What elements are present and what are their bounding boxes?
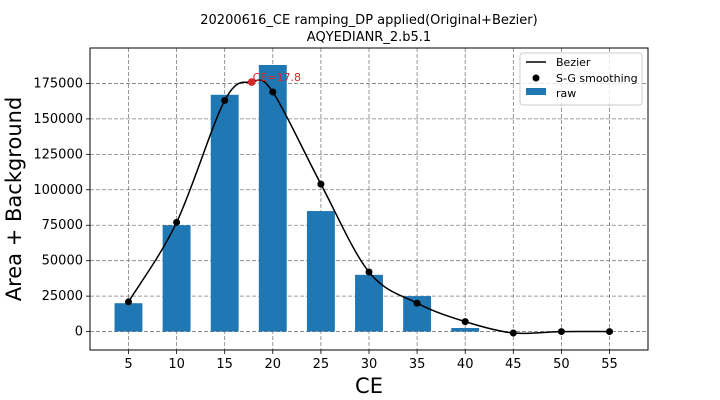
bar <box>114 303 143 332</box>
y-tick-label: 75000 <box>42 218 83 233</box>
y-tick-label: 50000 <box>42 254 83 269</box>
y-tick-label: 150000 <box>33 112 83 127</box>
bar <box>258 65 287 332</box>
smoothing-point <box>365 268 373 276</box>
peak-marker <box>247 78 256 86</box>
smoothing-point <box>557 328 565 336</box>
smoothing-point <box>269 88 277 96</box>
x-axis-ticks: 5 10 15 20 25 30 35 40 45 50 55 <box>124 350 618 372</box>
y-tick-label: 100000 <box>33 183 83 198</box>
bar <box>306 211 335 332</box>
bar <box>162 225 191 332</box>
bar <box>210 94 239 332</box>
smoothing-point <box>173 218 181 226</box>
bar-series <box>114 65 480 332</box>
y-axis-label: Area + Background <box>2 97 26 302</box>
smoothing-points <box>124 88 614 337</box>
legend-marker-swatch <box>532 74 540 82</box>
x-tick-label: 35 <box>409 357 426 372</box>
y-tick-label: 0 <box>75 325 83 340</box>
chart-subtitle: AQYEDIANR_2.b5.1 <box>307 30 431 45</box>
smoothing-point <box>317 180 325 188</box>
x-tick-label: 15 <box>216 357 233 372</box>
smoothing-point <box>606 328 614 336</box>
y-tick-label: 25000 <box>42 289 83 304</box>
smoothing-point <box>509 329 517 337</box>
y-tick-label: 125000 <box>33 147 83 162</box>
x-tick-label: 25 <box>313 357 330 372</box>
x-tick-label: 30 <box>361 357 378 372</box>
smoothing-point <box>221 96 229 104</box>
x-axis-label: CE <box>355 374 383 398</box>
x-tick-label: 40 <box>457 357 474 372</box>
chart-title: 20200616_CE ramping_DP applied(Original+… <box>200 13 537 28</box>
bar <box>355 274 383 332</box>
peak-label: CE=17.8 <box>253 71 301 84</box>
smoothing-point <box>124 298 132 306</box>
smoothing-point <box>413 299 421 307</box>
legend-label-bezier: Bezier <box>556 56 591 69</box>
y-axis-ticks: 0 25000 50000 75000 100000 125000 150000 175000 <box>33 76 90 340</box>
x-tick-label: 5 <box>124 357 132 372</box>
y-tick-label: 175000 <box>33 76 83 91</box>
legend: Bezier S-G smoothing raw <box>519 52 643 106</box>
bar <box>451 328 480 332</box>
annotation: CE=17.8 <box>247 71 301 86</box>
smoothing-point <box>461 318 469 326</box>
legend-bar-swatch <box>526 88 546 95</box>
x-tick-label: 50 <box>553 357 570 372</box>
grid <box>90 48 648 350</box>
legend-label-smoothing: S-G smoothing <box>556 72 638 85</box>
x-tick-label: 10 <box>168 357 185 372</box>
legend-label-raw: raw <box>556 87 576 100</box>
x-tick-label: 55 <box>601 357 618 372</box>
x-tick-label: 45 <box>505 357 522 372</box>
legend-box <box>519 52 643 106</box>
x-tick-label: 20 <box>265 357 282 372</box>
